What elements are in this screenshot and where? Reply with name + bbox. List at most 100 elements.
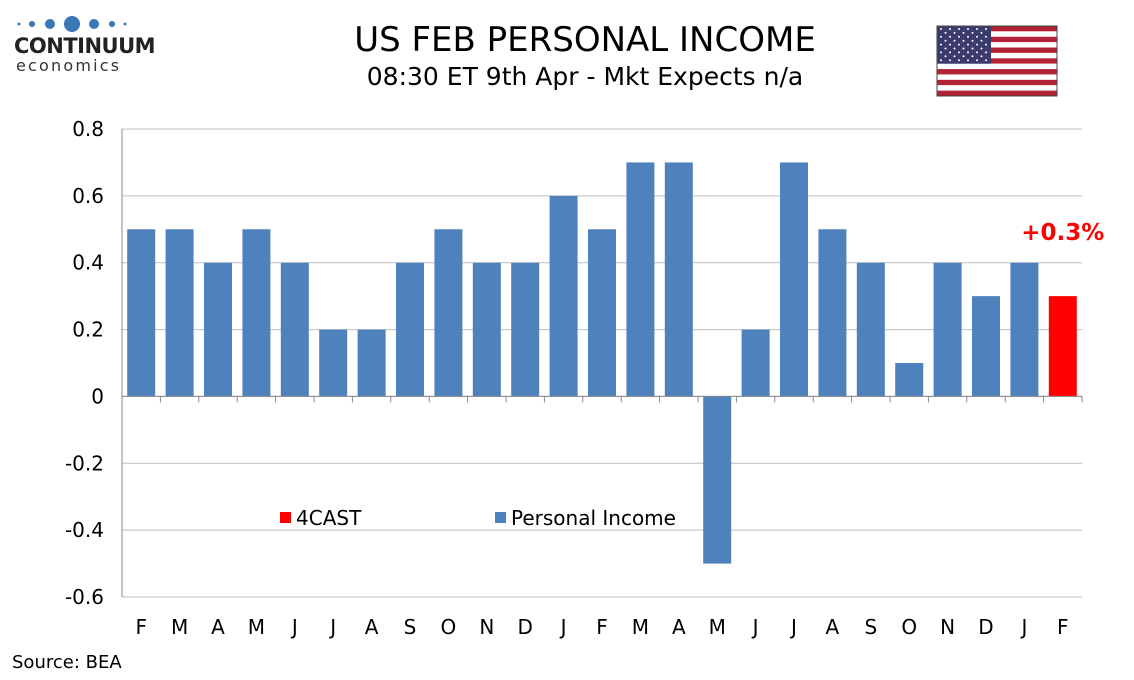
flag-star — [944, 31, 947, 34]
flag-star — [985, 28, 987, 30]
flag-star — [985, 43, 987, 46]
x-tick-label: F — [596, 615, 608, 639]
flag-star — [976, 28, 978, 30]
us-flag-icon — [936, 25, 1058, 97]
flag-star — [940, 43, 942, 46]
flag-star — [976, 43, 978, 46]
flag-star — [980, 55, 983, 58]
flag-star — [944, 39, 947, 42]
flag-star — [976, 35, 978, 38]
flag-stripe — [937, 52, 1057, 59]
flag-stripe — [937, 85, 1057, 91]
flag-stripe — [937, 90, 1057, 96]
flag-star — [958, 51, 960, 54]
flag-star — [976, 51, 978, 54]
bar — [933, 262, 962, 397]
flag-star — [949, 59, 951, 62]
flag-star — [985, 59, 987, 62]
flag-stripe — [937, 31, 1057, 37]
bar — [511, 262, 540, 397]
y-tick-label: 0.8 — [72, 117, 104, 141]
x-tick-label: A — [672, 615, 686, 639]
bar — [472, 262, 501, 397]
bar — [549, 195, 578, 397]
x-tick-label: D — [517, 615, 532, 639]
flag-star — [958, 59, 960, 62]
flag-star — [962, 55, 965, 58]
x-tick-label: N — [479, 615, 494, 639]
flag-star — [958, 43, 960, 46]
flag-star — [953, 47, 956, 50]
bar — [357, 329, 386, 397]
flag-star — [944, 47, 947, 50]
flag-star — [971, 39, 974, 42]
flag-star — [962, 47, 965, 50]
x-tick-label: N — [940, 615, 955, 639]
flag-stripe — [937, 63, 1057, 70]
y-tick-label: -0.6 — [65, 585, 104, 609]
flag-star — [962, 31, 965, 34]
flag-stripe — [937, 74, 1057, 80]
bar — [319, 329, 348, 397]
x-tick-label: J — [559, 615, 567, 639]
x-tick-label: D — [978, 615, 993, 639]
x-tick-label: O — [901, 615, 917, 639]
y-tick-label: 0.4 — [72, 251, 104, 275]
flag-star — [953, 55, 956, 58]
source-note: Source: BEA — [12, 652, 122, 673]
x-tick-label: M — [632, 615, 649, 639]
y-tick-label: -0.4 — [65, 518, 104, 542]
flag-star — [949, 51, 951, 54]
x-tick-label: A — [211, 615, 225, 639]
flag-star — [958, 35, 960, 38]
flag-star — [958, 28, 960, 30]
flag-star — [980, 31, 983, 34]
flag-star — [967, 59, 969, 62]
flag-star — [985, 35, 987, 38]
flag-stripe — [937, 42, 1057, 48]
flag-star — [980, 47, 983, 50]
flag-star — [980, 39, 983, 42]
x-tick-label: J — [751, 615, 759, 639]
legend-swatch — [495, 512, 506, 523]
flag-border — [936, 25, 1058, 97]
flag-stripe — [937, 58, 1057, 64]
bar — [626, 162, 655, 397]
flag-stripe — [937, 79, 1057, 86]
x-tick-label: M — [248, 615, 265, 639]
bar — [895, 363, 924, 397]
bar — [1010, 262, 1039, 397]
y-tick-label: 0.2 — [72, 318, 104, 342]
flag-star — [940, 51, 942, 54]
flag-star — [949, 43, 951, 46]
bar — [127, 229, 156, 397]
bar — [1048, 296, 1077, 397]
flag-star — [971, 31, 974, 34]
y-tick-label: 0.6 — [72, 184, 104, 208]
flag-star — [940, 28, 942, 30]
bar — [434, 229, 463, 397]
flag-star — [953, 31, 956, 34]
bar — [780, 162, 808, 397]
flag-star — [976, 59, 978, 62]
bar — [972, 296, 1000, 397]
bar — [818, 229, 847, 397]
flag-star — [962, 39, 965, 42]
y-tick-label: -0.2 — [65, 451, 104, 475]
x-tick-label: A — [826, 615, 840, 639]
flag-stripe — [937, 47, 1057, 53]
legend-label: 4CAST — [296, 506, 362, 530]
bar — [165, 229, 194, 397]
flag-star — [949, 35, 951, 38]
flag-star — [967, 28, 969, 30]
chart-title: US FEB PERSONAL INCOME — [354, 20, 816, 60]
logo-sub: economics — [16, 56, 122, 75]
x-tick-label: F — [135, 615, 147, 639]
x-tick-label: M — [171, 615, 188, 639]
bar — [396, 262, 424, 397]
flag-star — [949, 28, 951, 30]
bar — [703, 396, 732, 564]
flag-star — [967, 35, 969, 38]
